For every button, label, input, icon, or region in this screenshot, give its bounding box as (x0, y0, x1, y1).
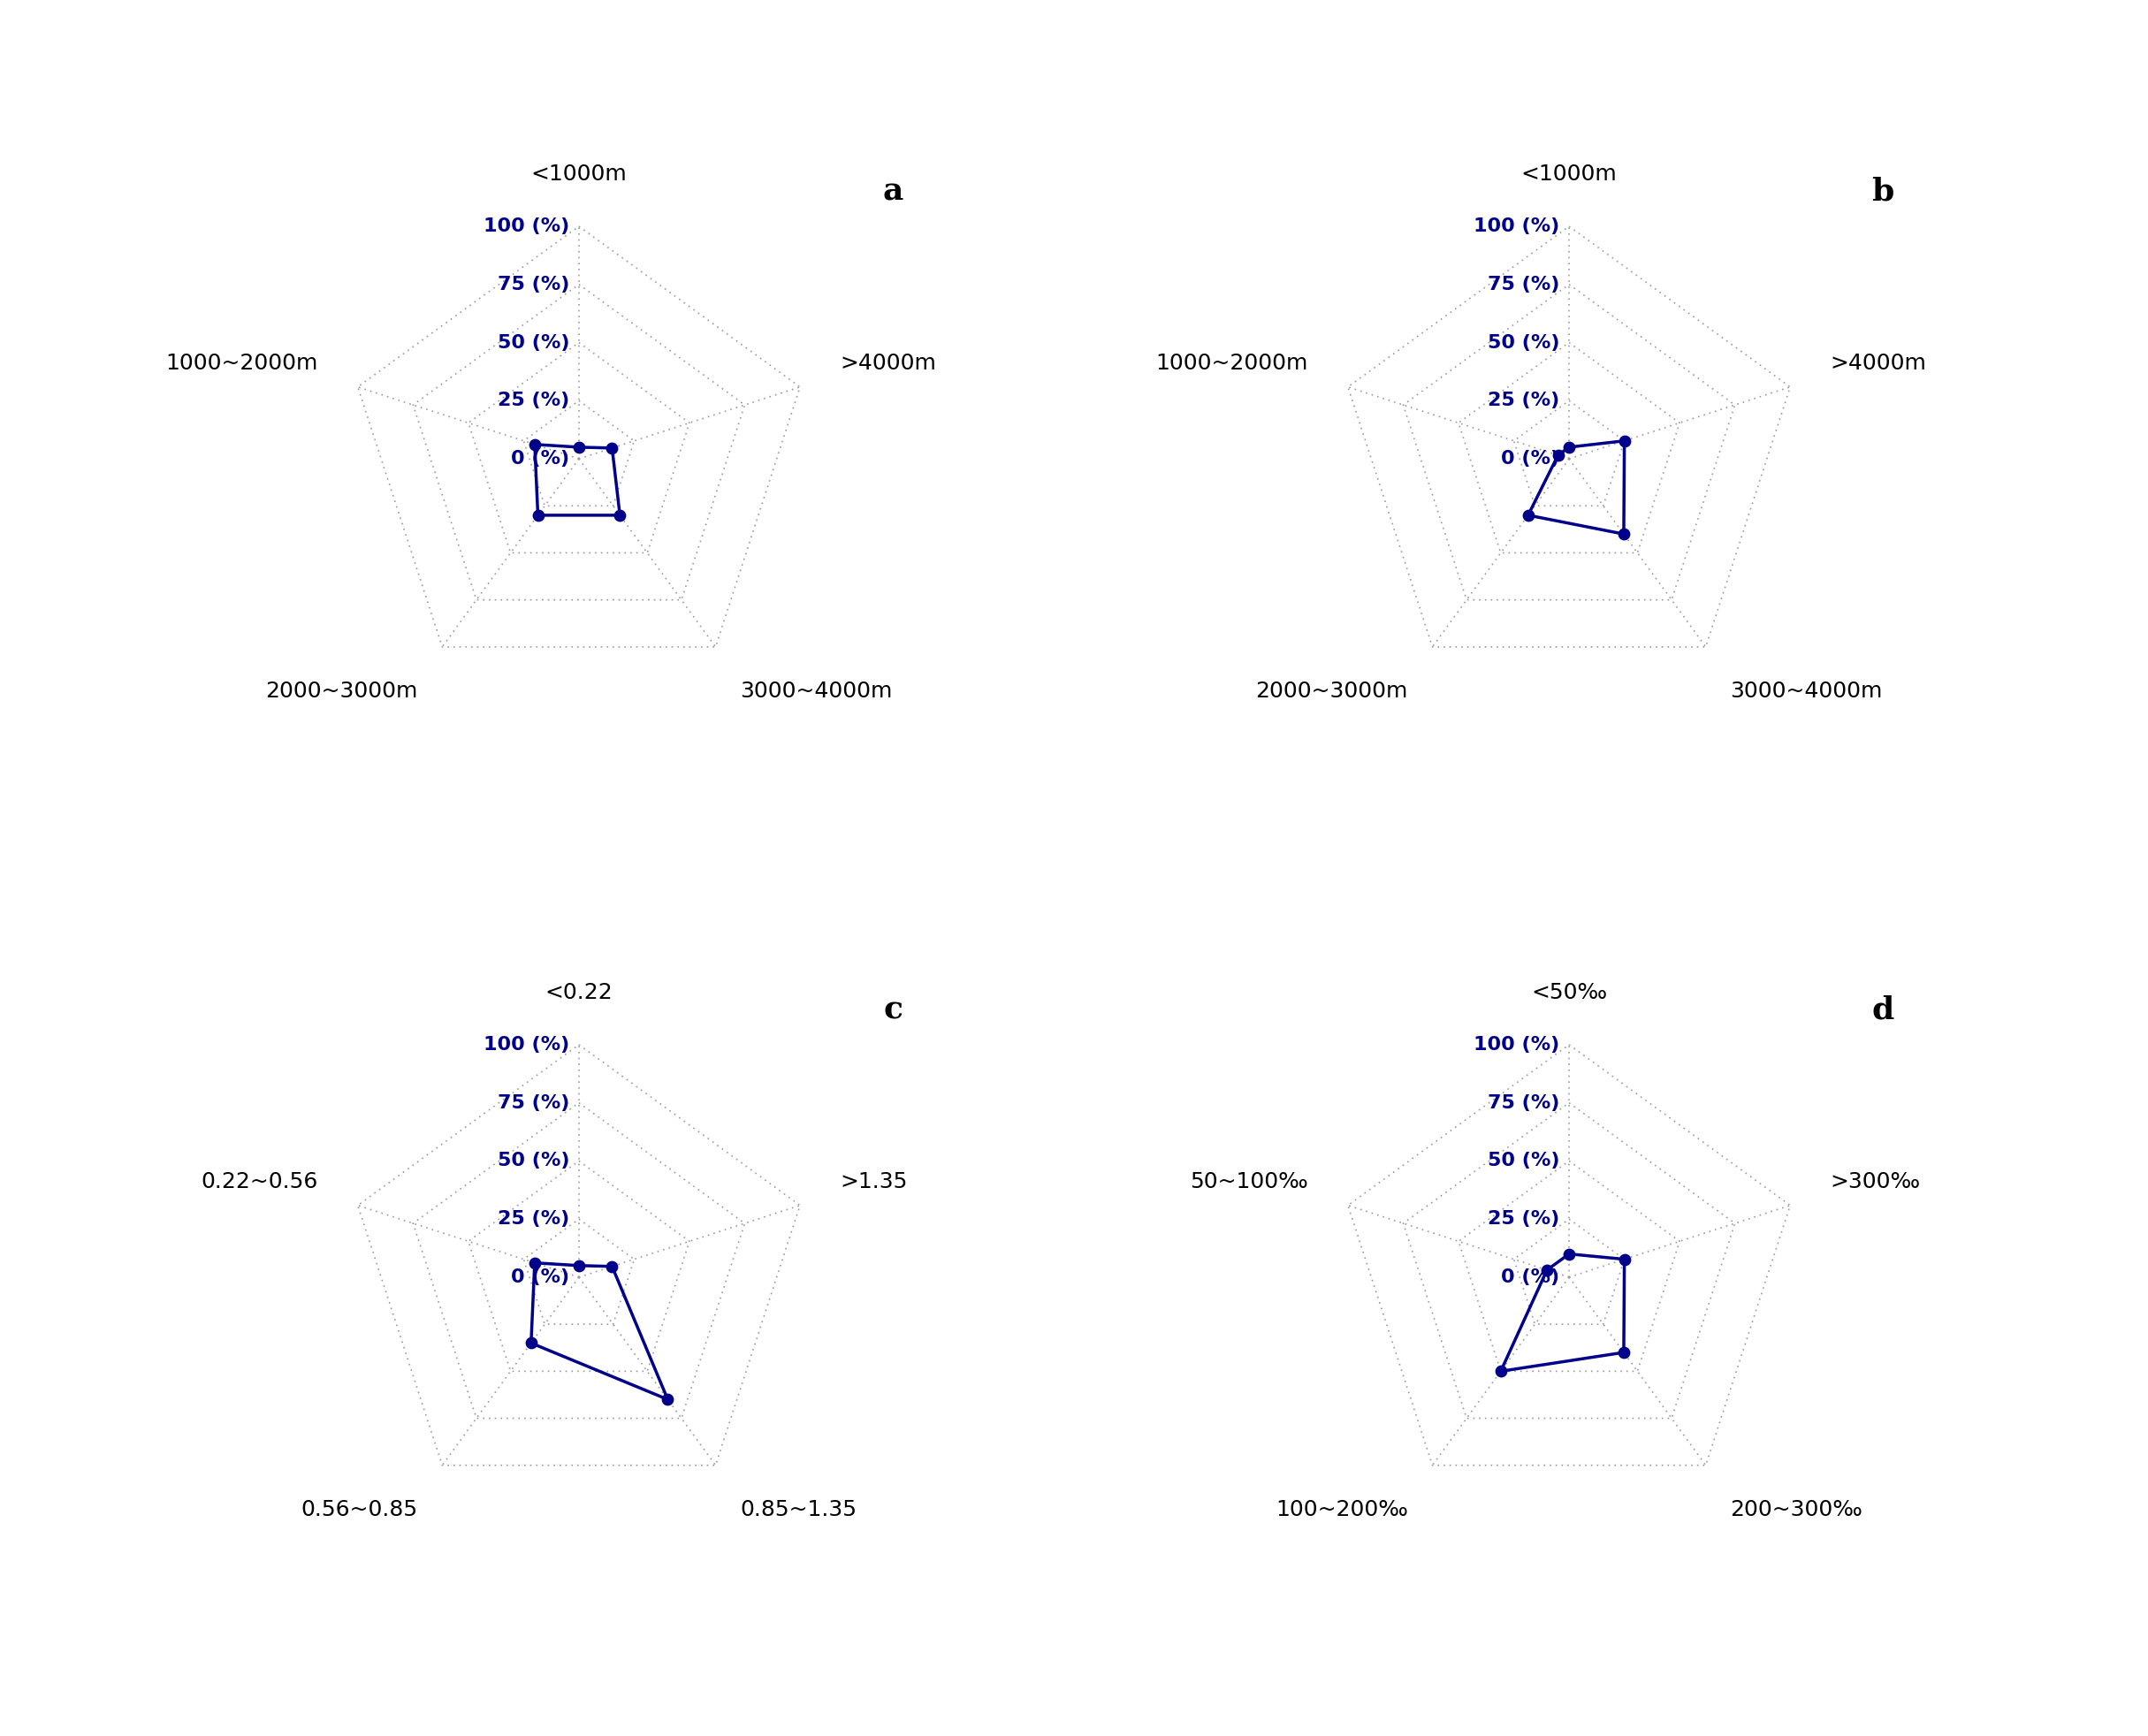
Text: a: a (883, 177, 902, 207)
Point (651, 1385, 685, 1413)
Text: 100 (%): 100 (%) (1474, 217, 1559, 234)
Point (1607, 427, 1641, 455)
Text: 25 (%): 25 (%) (498, 1210, 569, 1227)
Text: 0 (%): 0 (%) (511, 1269, 569, 1286)
Point (1607, 1245, 1641, 1272)
Text: 2000~3000m: 2000~3000m (264, 681, 417, 701)
Point (1551, 434, 1585, 462)
Text: <0.22: <0.22 (546, 981, 612, 1003)
Text: 25 (%): 25 (%) (498, 392, 569, 410)
Point (1607, 521, 1641, 549)
Text: 25 (%): 25 (%) (1489, 392, 1559, 410)
Text: <1000m: <1000m (1521, 163, 1617, 184)
Point (1607, 1338, 1641, 1366)
Text: 3000~4000m: 3000~4000m (741, 681, 894, 701)
Text: >4000m: >4000m (840, 352, 937, 373)
Text: 1000~2000m: 1000~2000m (1156, 352, 1308, 373)
Point (513, 1330, 548, 1358)
Text: 1000~2000m: 1000~2000m (165, 352, 318, 373)
Text: 0.22~0.56: 0.22~0.56 (202, 1172, 318, 1193)
Point (518, 431, 552, 458)
Text: 0 (%): 0 (%) (511, 450, 569, 467)
Text: <1000m: <1000m (531, 163, 627, 184)
Point (563, 1252, 597, 1279)
Text: 100 (%): 100 (%) (1474, 1036, 1559, 1054)
Text: <50‰: <50‰ (1532, 981, 1607, 1003)
Text: 0.85~1.35: 0.85~1.35 (741, 1500, 857, 1521)
Text: c: c (883, 995, 902, 1024)
Text: 50 (%): 50 (%) (498, 1153, 569, 1170)
Text: >4000m: >4000m (1830, 352, 1927, 373)
Text: 50 (%): 50 (%) (1489, 1153, 1559, 1170)
Point (1484, 1358, 1519, 1385)
Text: 100~200‰: 100~200‰ (1276, 1500, 1407, 1521)
Text: 0 (%): 0 (%) (1501, 1269, 1559, 1286)
Point (595, 434, 629, 462)
Point (595, 1253, 629, 1281)
Text: 75 (%): 75 (%) (498, 276, 569, 293)
Text: d: d (1871, 995, 1895, 1024)
Point (1540, 441, 1574, 469)
Text: 0 (%): 0 (%) (1501, 450, 1559, 467)
Text: 3000~4000m: 3000~4000m (1731, 681, 1884, 701)
Text: 200~300‰: 200~300‰ (1731, 1500, 1862, 1521)
Point (520, 502, 554, 529)
Text: >1.35: >1.35 (840, 1172, 906, 1193)
Text: 50 (%): 50 (%) (498, 333, 569, 351)
Text: 2000~3000m: 2000~3000m (1254, 681, 1407, 701)
Point (604, 502, 638, 529)
Text: 75 (%): 75 (%) (498, 1094, 569, 1111)
Text: 75 (%): 75 (%) (1489, 276, 1559, 293)
Point (1551, 1240, 1585, 1267)
Text: 50 (%): 50 (%) (1489, 333, 1559, 351)
Text: 0.56~0.85: 0.56~0.85 (301, 1500, 417, 1521)
Text: 100 (%): 100 (%) (483, 1036, 569, 1054)
Point (518, 1248, 552, 1276)
Point (1529, 1257, 1564, 1285)
Text: 75 (%): 75 (%) (1489, 1094, 1559, 1111)
Text: >300‰: >300‰ (1830, 1172, 1920, 1193)
Text: 50~100‰: 50~100‰ (1190, 1172, 1308, 1193)
Text: b: b (1871, 177, 1895, 207)
Text: 100 (%): 100 (%) (483, 217, 569, 234)
Text: 25 (%): 25 (%) (1489, 1210, 1559, 1227)
Point (1510, 502, 1544, 529)
Point (563, 434, 597, 462)
